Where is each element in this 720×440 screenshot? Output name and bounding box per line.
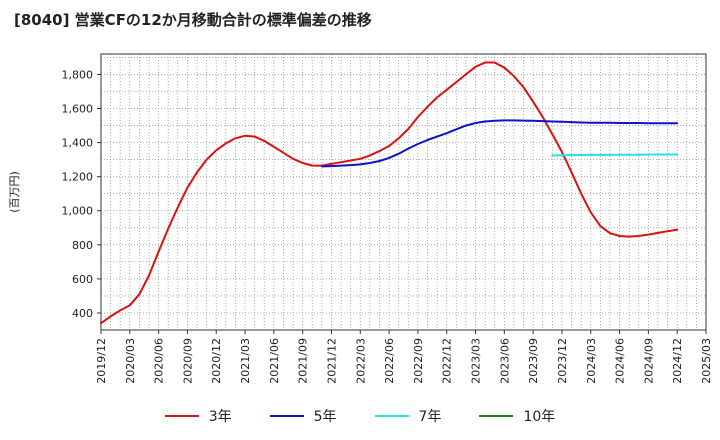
plot-area — [101, 54, 706, 330]
x-tick-label: 2024/12 — [671, 338, 684, 384]
x-tick-label: 2019/12 — [95, 338, 108, 384]
x-tick-label: 2023/09 — [527, 338, 540, 384]
x-tick-label: 2024/06 — [614, 338, 627, 384]
x-tick-label: 2021/06 — [268, 338, 281, 384]
x-tick-label: 2024/09 — [642, 338, 655, 384]
legend-item-2: 5年 — [269, 406, 337, 426]
legend-label: 5年 — [313, 409, 337, 425]
x-tick-label: 2023/06 — [498, 338, 511, 384]
x-tick-label: 2021/12 — [325, 338, 338, 384]
x-tick-label: 2020/12 — [210, 338, 223, 384]
legend-label: 3年 — [208, 409, 232, 425]
x-tick-label: 2022/09 — [412, 338, 425, 384]
x-tick-label: 2020/09 — [181, 338, 194, 384]
series-line-2 — [320, 119, 679, 168]
series-line-3 — [551, 153, 679, 157]
plot-frame — [100, 53, 707, 331]
y-tick-label: 400 — [72, 307, 93, 320]
y-tick-label: 600 — [72, 273, 93, 286]
x-tick-label: 2020/06 — [153, 338, 166, 384]
x-tick-label: 2023/12 — [556, 338, 569, 384]
y-tick-label: 800 — [72, 239, 93, 252]
x-tick-label: 2021/03 — [239, 338, 252, 384]
x-tick-label: 2020/03 — [124, 338, 137, 384]
legend-label: 10年 — [523, 409, 556, 425]
x-tick-label: 2025/03 — [700, 338, 713, 384]
y-tick-label: 1,400 — [62, 137, 94, 150]
x-tick-label: 2022/12 — [441, 338, 454, 384]
chart-title: [8040] 営業CFの12か月移動合計の標準偏差の推移 — [14, 11, 372, 29]
legend-swatch — [374, 415, 409, 417]
legend-item-4: 10年 — [479, 406, 555, 426]
legend-swatch — [269, 415, 304, 417]
legend-item-3: 7年 — [374, 406, 442, 426]
legend-item-1: 3年 — [164, 406, 232, 426]
x-tick-label: 2022/03 — [354, 338, 367, 384]
x-tick-label: 2021/09 — [297, 338, 310, 384]
y-tick-label: 1,000 — [62, 205, 94, 218]
legend-swatch — [164, 415, 199, 417]
x-tick-label: 2023/03 — [470, 338, 483, 384]
x-tick-label: 2024/03 — [585, 338, 598, 384]
series-line-1 — [100, 61, 679, 325]
y-tick-label: 1,200 — [62, 171, 94, 184]
legend: 3年 5年 7年 10年 — [0, 404, 720, 428]
y-axis-label: (百万円) — [8, 171, 21, 213]
x-tick-label: 2022/06 — [383, 338, 396, 384]
legend-swatch — [479, 415, 514, 417]
y-tick-label: 1,800 — [62, 68, 94, 81]
y-tick-label: 1,600 — [62, 103, 94, 116]
legend-label: 7年 — [418, 409, 442, 425]
